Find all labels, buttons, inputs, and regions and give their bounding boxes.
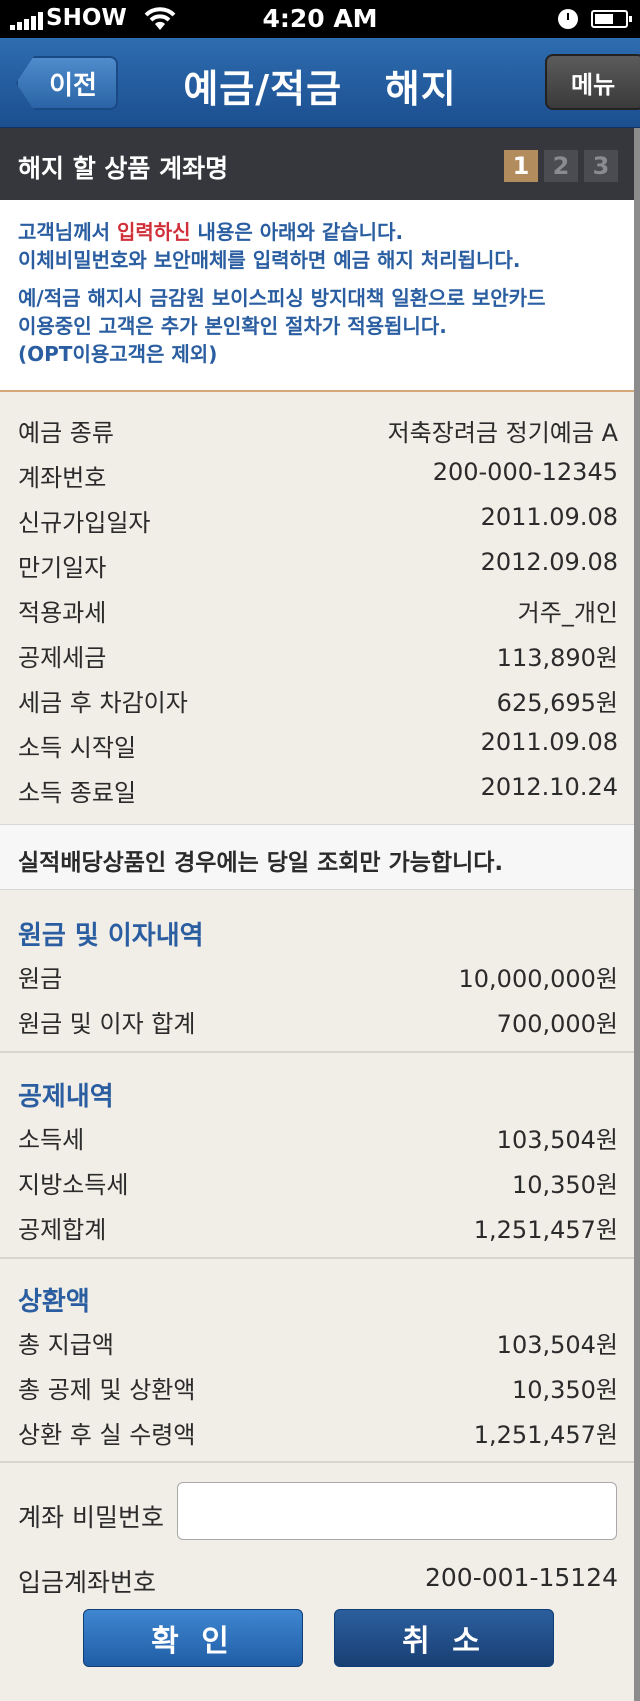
section-title: 상환액 (18, 1287, 90, 1317)
detail-label: 신규가입일자 (18, 509, 151, 537)
section-divider (0, 1461, 634, 1463)
detail-row: 공제합계 1,251,457원 (0, 1202, 634, 1247)
status-time: 4:20 AM (262, 4, 378, 33)
detail-label: 세금 후 차감이자 (18, 689, 188, 717)
detail-row: 적용과세 거주_개인 (0, 585, 634, 630)
notice-text: 예/적금 해지시 금감원 보이스피싱 방지대책 일환으로 보안카드 (18, 286, 546, 310)
step-header: 해지 할 상품 계좌명 1 2 3 (0, 128, 640, 200)
detail-value: 200-000-12345 (432, 458, 618, 486)
notice-text: 이체비밀번호와 보안매체를 입력하면 예금 해지 처리됩니다. (18, 248, 521, 272)
repayment-section: 상환액 총 지급액 103,504원 총 공제 및 상환액 10,350원 상환 후… (0, 1271, 634, 1452)
detail-label: 소득 종료일 (18, 779, 137, 807)
step-indicator-1: 1 (504, 150, 538, 182)
detail-row: 예금 종류 저축장려금 정기예금 A (0, 405, 634, 450)
detail-value: 2012.10.24 (480, 773, 618, 801)
notice-text: 내용은 아래와 같습니다. (190, 220, 404, 244)
detail-value: 103,504원 (496, 1331, 618, 1359)
detail-label: 총 공제 및 상환액 (18, 1376, 196, 1404)
section-title: 공제내역 (18, 1082, 114, 1112)
detail-row: 공제세금 113,890원 (0, 630, 634, 675)
detail-row: 신규가입일자 2011.09.08 (0, 495, 634, 540)
cancel-button[interactable]: 취 소 (334, 1609, 554, 1667)
deposit-account-row: 입금계좌번호 200-001-15124 (0, 1555, 634, 1601)
performance-note: 실적배당상품인 경우에는 당일 조회만 가능합니다. (0, 824, 634, 890)
back-button[interactable]: 이전 (16, 56, 118, 110)
principal-section: 원금 및 이자내역 원금 10,000,000원 원금 및 이자 합계 700,00… (0, 905, 634, 1041)
step-indicator-3: 3 (584, 150, 618, 182)
notice-text: (OPT이용고객은 제외) (18, 342, 218, 366)
signal-strength-icon (10, 12, 44, 30)
notice-text: 이용중인 고객은 추가 본인확인 절차가 적용됩니다. (18, 314, 447, 338)
step-title: 해지 할 상품 계좌명 (18, 154, 229, 183)
notice-text: 고객님께서 (18, 220, 117, 244)
detail-label: 지방소득세 (18, 1171, 129, 1199)
password-row: 계좌 비밀번호 (0, 1480, 634, 1544)
detail-row: 원금 10,000,000원 (0, 951, 634, 996)
detail-value: 거주_개인 (517, 599, 618, 627)
password-label: 계좌 비밀번호 (18, 1503, 164, 1532)
account-password-input[interactable] (177, 1482, 617, 1540)
detail-label: 소득 시작일 (18, 734, 137, 762)
detail-value: 저축장려금 정기예금 A (387, 419, 618, 447)
detail-value: 10,000,000원 (458, 965, 619, 993)
detail-row: 소득세 103,504원 (0, 1112, 634, 1157)
detail-row: 원금 및 이자 합계 700,000원 (0, 996, 634, 1041)
account-detail-list: 예금 종류 저축장려금 정기예금 A 계좌번호 200-000-12345 신규가입… (0, 405, 634, 810)
detail-label: 총 지급액 (18, 1331, 114, 1359)
detail-label: 만기일자 (18, 554, 107, 582)
detail-label: 원금 (18, 965, 63, 993)
detail-row: 세금 후 차감이자 625,695원 (0, 675, 634, 720)
detail-row: 지방소득세 10,350원 (0, 1157, 634, 1202)
notice-paragraph-1: 고객님께서 입력하신 내용은 아래와 같습니다. 이체비밀번호와 보안매체를 입… (18, 218, 616, 274)
section-title: 원금 및 이자내역 (18, 921, 204, 951)
detail-value: 2011.09.08 (480, 503, 618, 531)
detail-label: 공제합계 (18, 1216, 107, 1244)
notice-box: 고객님께서 입력하신 내용은 아래와 같습니다. 이체비밀번호와 보안매체를 입… (0, 200, 634, 392)
detail-value: 2012.09.08 (480, 548, 618, 576)
navigation-bar: 이전 예금/적금 해지 메뉴 (0, 38, 640, 128)
detail-value: 103,504원 (496, 1126, 618, 1154)
alarm-clock-icon (558, 9, 578, 29)
scrollbar-track (634, 128, 640, 1701)
deposit-account-value: 200-001-15124 (424, 1563, 618, 1592)
detail-value: 625,695원 (496, 689, 618, 717)
detail-value: 700,000원 (496, 1010, 618, 1038)
section-divider (0, 1051, 634, 1053)
detail-label: 공제세금 (18, 644, 107, 672)
detail-row: 계좌번호 200-000-12345 (0, 450, 634, 495)
detail-value: 2011.09.08 (480, 728, 618, 756)
detail-row: 상환 후 실 수령액 1,251,457원 (0, 1407, 634, 1452)
detail-label: 소득세 (18, 1126, 85, 1154)
detail-value: 1,251,457원 (473, 1216, 618, 1244)
detail-row: 총 지급액 103,504원 (0, 1317, 634, 1362)
step-indicator-2: 2 (544, 150, 578, 182)
detail-label: 계좌번호 (18, 464, 107, 492)
deduction-section: 공제내역 소득세 103,504원 지방소득세 10,350원 공제합계 1,251,… (0, 1066, 634, 1247)
detail-value: 10,350원 (511, 1376, 618, 1404)
detail-label: 상환 후 실 수령액 (18, 1421, 196, 1449)
detail-row: 소득 종료일 2012.10.24 (0, 765, 634, 810)
detail-row: 만기일자 2012.09.08 (0, 540, 634, 585)
detail-value: 10,350원 (511, 1171, 618, 1199)
section-divider (0, 1257, 634, 1259)
battery-icon (591, 10, 632, 28)
notice-highlight: 입력하신 (116, 220, 191, 244)
detail-value: 113,890원 (496, 644, 618, 672)
notice-paragraph-2: 예/적금 해지시 금감원 보이스피싱 방지대책 일환으로 보안카드 이용중인 고… (18, 284, 616, 368)
detail-label: 적용과세 (18, 599, 107, 627)
status-bar: SHOW 4:20 AM (0, 0, 640, 38)
menu-button[interactable]: 메뉴 (545, 54, 640, 110)
detail-label: 원금 및 이자 합계 (18, 1010, 196, 1038)
confirm-button[interactable]: 확 인 (83, 1609, 303, 1667)
carrier-name: SHOW (46, 5, 127, 31)
detail-row: 소득 시작일 2011.09.08 (0, 720, 634, 765)
wifi-icon (144, 7, 176, 30)
deposit-account-label: 입금계좌번호 (18, 1568, 157, 1597)
detail-label: 예금 종류 (18, 419, 114, 447)
detail-value: 1,251,457원 (473, 1421, 618, 1449)
page-title: 예금/적금 해지 (183, 67, 457, 111)
detail-row: 총 공제 및 상환액 10,350원 (0, 1362, 634, 1407)
